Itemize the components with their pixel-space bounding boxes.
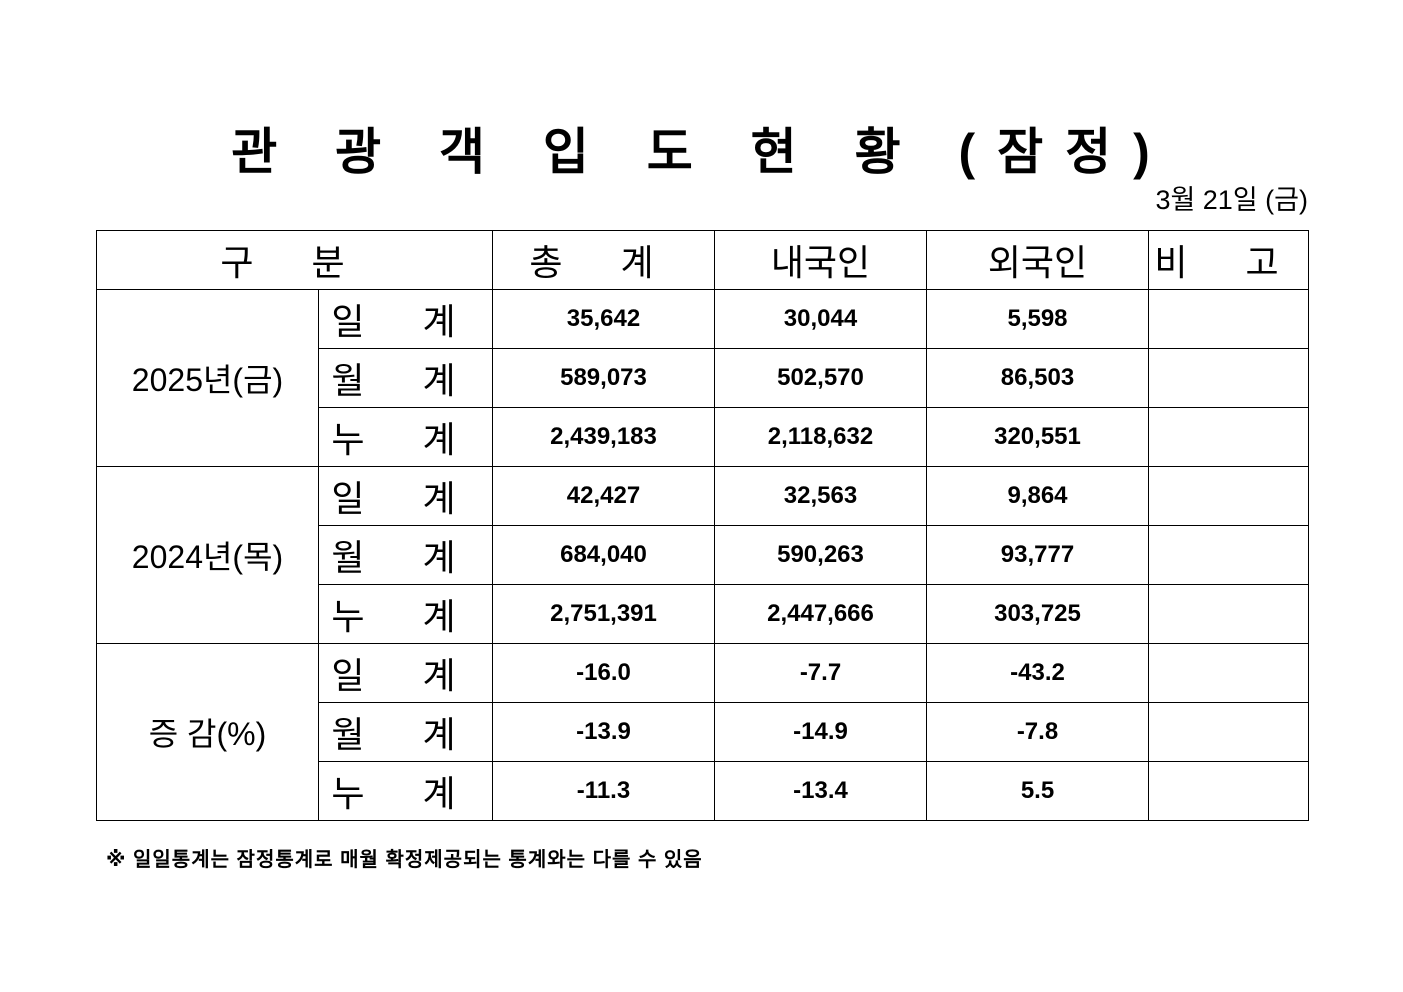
remarks-cell [1148, 289, 1309, 349]
domestic-cell: 590,263 [714, 525, 927, 585]
header-foreign: 외국인 [926, 230, 1149, 290]
table-row: 2025년(금) 일 계 35,642 30,044 5,598 [96, 289, 1309, 467]
domestic-cell: -13.4 [714, 761, 927, 821]
remarks-cell [1148, 348, 1309, 408]
page-title: 관 광 객 입 도 현 황 (잠정) [231, 124, 1172, 180]
row-label: 일 계 [318, 643, 493, 703]
domestic-cell: 502,570 [714, 348, 927, 408]
foreign-cell: -43.2 [926, 643, 1149, 703]
table-row: 월 계 -13.9 -14.9 -7.8 [97, 702, 1309, 762]
total-cell: 684,040 [492, 525, 715, 585]
row-label: 누 계 [318, 761, 493, 821]
total-cell: 35,642 [492, 289, 715, 349]
domestic-cell: 30,044 [714, 289, 927, 349]
group-label: 2024년(목) [96, 466, 319, 644]
total-cell: -11.3 [492, 761, 715, 821]
total-cell: 42,427 [492, 466, 715, 526]
table-row: 누 계 -11.3 -13.4 5.5 [97, 761, 1309, 821]
header-remarks: 비 고 [1148, 230, 1309, 290]
foreign-cell: 9,864 [926, 466, 1149, 526]
row-label: 월 계 [318, 702, 493, 762]
domestic-cell: 2,118,632 [714, 407, 927, 467]
foreign-cell: -7.8 [926, 702, 1149, 762]
header-domestic: 내국인 [714, 230, 927, 290]
remarks-cell [1148, 525, 1309, 585]
table-row: 누 계 2,751,391 2,447,666 303,725 [97, 584, 1309, 644]
table-row: 증 감(%) 일 계 -16.0 -7.7 -43.2 [96, 643, 1309, 821]
row-label: 월 계 [318, 348, 493, 408]
foreign-cell: 303,725 [926, 584, 1149, 644]
remarks-cell [1148, 407, 1309, 467]
tourist-arrivals-table: 구 분 총 계 내국인 외국인 비 고 2025년(금) 일 계 35,642 30,… [96, 230, 1309, 821]
foreign-cell: 320,551 [926, 407, 1149, 467]
remarks-cell [1148, 702, 1309, 762]
row-label: 일 계 [318, 289, 493, 349]
total-cell: 589,073 [492, 348, 715, 408]
foreign-cell: 86,503 [926, 348, 1149, 408]
remarks-cell [1148, 643, 1309, 703]
footnote: ※ 일일통계는 잠정통계로 매월 확정제공되는 통계와는 다를 수 있음 [106, 849, 703, 871]
row-label: 일 계 [318, 466, 493, 526]
total-cell: -16.0 [492, 643, 715, 703]
table-row: 2024년(목) 일 계 42,427 32,563 9,864 [96, 466, 1309, 644]
report-date: 3월 21일 (금) [1155, 185, 1308, 215]
group-label: 증 감(%) [96, 643, 319, 821]
domestic-cell: 2,447,666 [714, 584, 927, 644]
table-row: 누 계 2,439,183 2,118,632 320,551 [97, 407, 1309, 467]
domestic-cell: 32,563 [714, 466, 927, 526]
foreign-cell: 5.5 [926, 761, 1149, 821]
header-total: 총 계 [492, 230, 715, 290]
row-label: 누 계 [318, 407, 493, 467]
domestic-cell: -14.9 [714, 702, 927, 762]
group-label: 2025년(금) [96, 289, 319, 467]
total-cell: 2,439,183 [492, 407, 715, 467]
header-category: 구 분 [96, 230, 493, 290]
total-cell: 2,751,391 [492, 584, 715, 644]
total-cell: -13.9 [492, 702, 715, 762]
remarks-cell [1148, 761, 1309, 821]
row-label: 월 계 [318, 525, 493, 585]
row-label: 누 계 [318, 584, 493, 644]
foreign-cell: 5,598 [926, 289, 1149, 349]
foreign-cell: 93,777 [926, 525, 1149, 585]
remarks-cell [1148, 584, 1309, 644]
header-row: 구 분 총 계 내국인 외국인 비 고 [96, 230, 1309, 290]
remarks-cell [1148, 466, 1309, 526]
domestic-cell: -7.7 [714, 643, 927, 703]
table-row: 월 계 684,040 590,263 93,777 [97, 525, 1309, 585]
